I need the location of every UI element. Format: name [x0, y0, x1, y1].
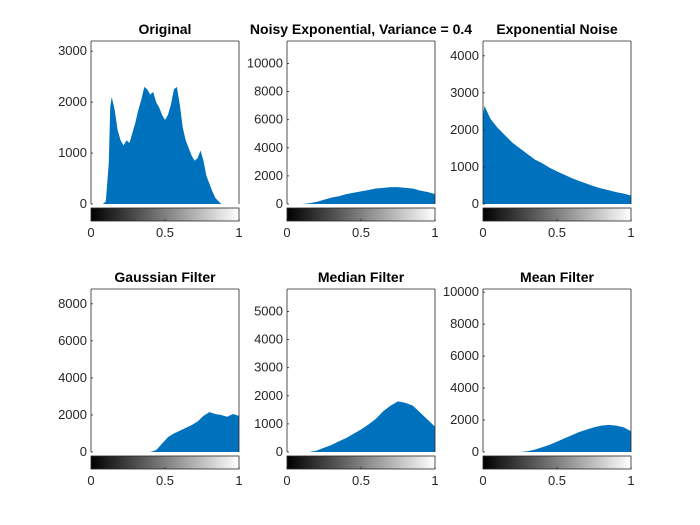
x-tick-label: 0.5 [156, 473, 174, 488]
y-tick-label: 8000 [254, 84, 283, 99]
chart-title: Median Filter [318, 269, 405, 285]
y-tick-label: 4000 [58, 370, 87, 385]
y-tick-label: 1000 [450, 159, 479, 174]
x-tick-label: 0.5 [352, 225, 370, 240]
histogram-bars [150, 412, 239, 452]
y-tick-label: 2000 [450, 412, 479, 427]
y-tick-label: 6000 [58, 333, 87, 348]
chart-title: Exponential Noise [496, 21, 618, 37]
x-tick-label: 1 [431, 225, 438, 240]
y-tick-label: 6000 [254, 112, 283, 127]
y-tick-label: 0 [80, 196, 87, 211]
y-tick-label: 0 [80, 444, 87, 459]
y-tick-label: 2000 [58, 407, 87, 422]
y-tick-label: 4000 [254, 332, 283, 347]
y-tick-label: 4000 [450, 380, 479, 395]
histogram-panel-4: 0 2000 4000 6000 8000 0 0.5 1 Gaussian Filter [58, 269, 243, 488]
histogram-panel-6: 0 2000 4000 6000 8000 10000 0 0.5 1 Mean Filter [443, 269, 635, 488]
chart-title: Original [139, 21, 192, 37]
y-tick-label: 2000 [450, 122, 479, 137]
y-tick-label: 3000 [58, 43, 87, 58]
y-tick-label: 4000 [254, 140, 283, 155]
x-tick-label: 0 [479, 225, 486, 240]
histogram-panel-2: 0 2000 4000 6000 8000 10000 0 0.5 1 Noisy Exponen… [247, 21, 472, 240]
histogram-bars [309, 401, 435, 452]
x-tick-label: 1 [235, 225, 242, 240]
x-tick-label: 0.5 [548, 473, 566, 488]
x-tick-label: 0.5 [548, 225, 566, 240]
histogram-panel-3: 0 1000 2000 3000 4000 0 0.5 1 Exponential Noise [450, 21, 635, 240]
y-tick-label: 1000 [254, 416, 283, 431]
y-tick-label: 8000 [58, 296, 87, 311]
y-tick-label: 0 [472, 444, 479, 459]
y-tick-label: 5000 [254, 303, 283, 318]
x-tick-label: 1 [431, 473, 438, 488]
x-tick-label: 1 [627, 225, 634, 240]
y-tick-label: 0 [472, 196, 479, 211]
y-tick-label: 4000 [450, 48, 479, 63]
y-tick-label: 0 [276, 444, 283, 459]
x-tick-label: 0.5 [352, 473, 370, 488]
histogram-bars [520, 424, 631, 452]
y-tick-label: 2000 [254, 388, 283, 403]
x-tick-label: 0 [283, 225, 290, 240]
chart-title: Mean Filter [520, 269, 594, 285]
y-tick-label: 10000 [443, 284, 479, 299]
x-tick-label: 0 [479, 473, 486, 488]
x-tick-label: 0.5 [156, 225, 174, 240]
y-tick-label: 0 [276, 196, 283, 211]
histogram-bars [483, 105, 631, 204]
x-tick-label: 0 [87, 473, 94, 488]
y-tick-label: 3000 [254, 360, 283, 375]
y-tick-label: 8000 [450, 316, 479, 331]
chart-title: Noisy Exponential, Variance = 0.4 [250, 21, 472, 37]
y-tick-label: 10000 [247, 55, 283, 70]
chart-title: Gaussian Filter [114, 269, 216, 285]
histogram-panel-5: 0 1000 2000 3000 4000 5000 0 0.5 1 Median Filter [254, 269, 439, 488]
y-tick-label: 3000 [450, 85, 479, 100]
histogram-bars [301, 187, 435, 204]
y-tick-label: 1000 [58, 145, 87, 160]
y-tick-label: 2000 [58, 94, 87, 109]
histogram-bars [96, 86, 228, 204]
x-tick-label: 0 [87, 225, 94, 240]
histogram-panel-1: 0 1000 2000 3000 0 0.5 1 Original [58, 21, 243, 240]
x-tick-label: 1 [627, 473, 634, 488]
x-tick-label: 1 [235, 473, 242, 488]
x-tick-label: 0 [283, 473, 290, 488]
y-tick-label: 2000 [254, 168, 283, 183]
y-tick-label: 6000 [450, 348, 479, 363]
